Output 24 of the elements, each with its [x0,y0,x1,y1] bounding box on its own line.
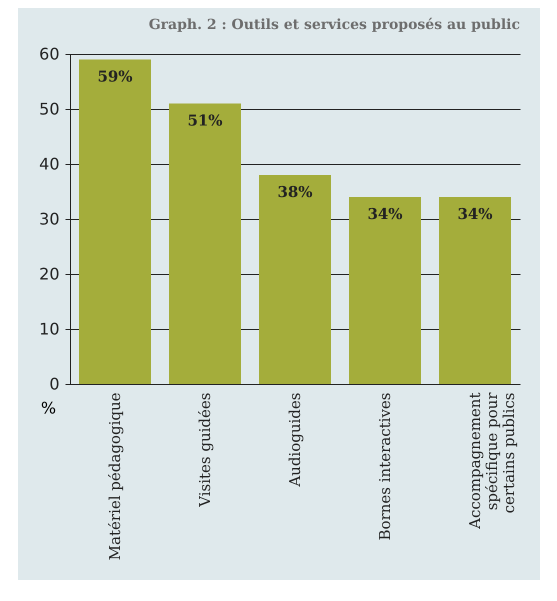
x-tick-label: Visites guidées [196,392,214,508]
x-tick-label: Accompagnement spécifique pour certains publics [466,392,518,530]
data-label: 51% [187,112,223,130]
data-label: 34% [367,205,403,223]
y-axis-title: % [40,398,56,418]
y-tick-label: 20 [39,264,60,284]
bar [349,197,421,384]
y-tick-label: 30 [39,210,60,228]
data-label: 59% [97,68,133,86]
bar [259,175,331,384]
x-tick-label: Audioguides [286,392,304,488]
x-tick-label: Bornes interactives [376,392,394,540]
data-label: 34% [457,205,493,223]
y-tick-label: 10 [39,320,60,338]
bar [169,104,241,384]
y-tick-label: 40 [39,154,60,174]
y-tick-label: 60 [39,44,60,64]
y-tick-label: 0 [49,374,60,394]
bar [439,197,511,384]
y-tick-label: 50 [39,100,60,118]
bar [79,60,151,384]
chart-title: Graph. 2 : Outils et services proposés au public [148,17,520,33]
data-label: 38% [277,183,313,201]
x-tick-label: Matériel pédagogique [106,392,124,560]
